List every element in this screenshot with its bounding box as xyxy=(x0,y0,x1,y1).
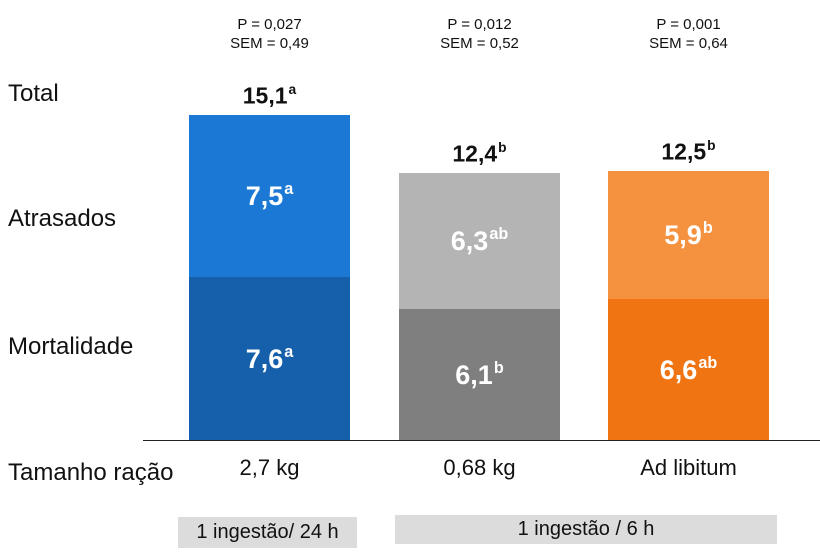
bar-segment-mortalidade: 7,6a xyxy=(189,276,350,441)
row-label-tamanho-racao: Tamanho ração xyxy=(8,459,174,486)
significance-letter: ab xyxy=(489,225,509,244)
value-text: 15,1 xyxy=(242,82,288,109)
significance-letter: a xyxy=(288,82,297,97)
row-label-total: Total xyxy=(8,80,59,107)
p-value-label: P = 0,001 xyxy=(656,16,721,33)
bar-segment-atrasados: 5,9b xyxy=(608,171,769,299)
significance-letter: a xyxy=(284,342,294,361)
significance-letter: a xyxy=(284,179,294,198)
feeding-frequency-6h: 1 ingestão / 6 h xyxy=(395,515,777,544)
total-value-label: 15,1a xyxy=(189,82,350,110)
category-label: 0,68 kg xyxy=(443,455,516,480)
feeding-frequency-24h: 1 ingestão/ 24 h xyxy=(178,517,357,548)
value-text: 6,3 xyxy=(450,226,489,257)
value-text: 7,6 xyxy=(245,344,284,375)
significance-letter: b xyxy=(702,218,713,237)
value-text: 6,1 xyxy=(455,360,493,391)
sem-label: SEM = 0,64 xyxy=(649,35,728,52)
bar-segment-mortalidade: 6,1b xyxy=(399,309,560,441)
significance-letter: ab xyxy=(698,353,718,372)
segment-value-label: 7,5a xyxy=(189,180,350,212)
significance-letter: b xyxy=(493,358,504,377)
p-value-label: P = 0,012 xyxy=(447,16,512,33)
value-text: 7,5 xyxy=(245,181,284,212)
sem-label: SEM = 0,52 xyxy=(440,35,519,52)
segment-value-label: 5,9b xyxy=(608,219,769,251)
significance-letter: b xyxy=(498,140,507,156)
value-text: 12,4 xyxy=(452,140,498,167)
bar-segment-atrasados: 7,5a xyxy=(189,115,350,277)
bar-segment-atrasados: 6,3ab xyxy=(399,173,560,310)
row-label-mortalidade: Mortalidade xyxy=(8,333,134,360)
bar-segment-mortalidade: 6,6ab xyxy=(608,298,769,441)
segment-value-label: 6,3ab xyxy=(399,225,560,257)
row-label-atrasados: Atrasados xyxy=(8,205,117,232)
x-axis-line xyxy=(143,440,820,441)
p-value-label: P = 0,027 xyxy=(237,16,302,33)
segment-value-label: 7,6a xyxy=(189,343,350,375)
category-label: Ad libitum xyxy=(640,455,737,480)
segment-value-label: 6,6ab xyxy=(608,354,769,386)
total-value-label: 12,4b xyxy=(399,140,560,168)
category-label: 2,7 kg xyxy=(239,455,300,480)
total-value-label: 12,5b xyxy=(608,138,769,166)
value-text: 12,5 xyxy=(661,138,707,165)
value-text: 5,9 xyxy=(664,219,702,250)
sem-label: SEM = 0,49 xyxy=(230,35,309,52)
significance-letter: b xyxy=(707,138,716,154)
segment-value-label: 6,1b xyxy=(399,359,560,391)
value-text: 6,6 xyxy=(659,354,698,385)
